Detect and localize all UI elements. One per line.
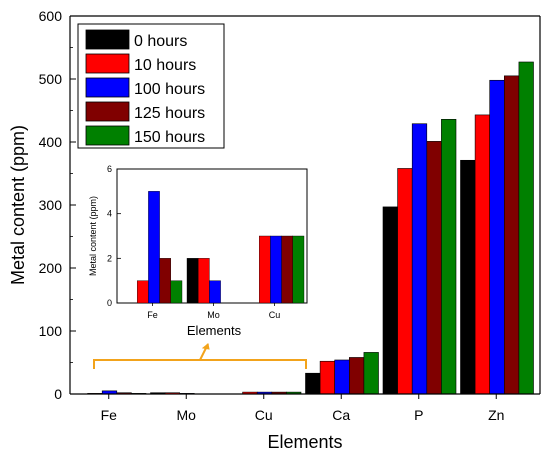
bar-main-p-series-3 <box>426 141 442 395</box>
bar-inset-cu-series-4 <box>292 235 305 304</box>
bar-main-zn-series-3 <box>503 75 520 395</box>
bar-main-ca-series-4 <box>363 352 379 395</box>
bar-inset-mo-series-0 <box>186 258 199 304</box>
bar-main-p-series-2 <box>411 123 428 395</box>
bar-main-ca-series-3 <box>348 357 365 395</box>
bar-main-ca-series-1 <box>319 360 336 395</box>
bar-inset-fe-series-4 <box>170 280 183 304</box>
x-tick-label-mo: Mo <box>177 407 197 423</box>
bar-main-zn-series-0 <box>460 159 476 395</box>
bar-main-ca-series-2 <box>334 359 350 395</box>
x-axis-title: Elements <box>267 432 342 452</box>
legend-label-4: 150 hours <box>134 129 205 146</box>
legend-label-0: 0 hours <box>134 33 187 50</box>
x-tick-label-fe: Fe <box>101 407 118 423</box>
inset-x-tick-label-mo: Mo <box>207 310 220 320</box>
bar-main-zn-series-1 <box>474 114 491 395</box>
inset-x-axis-title: Elements <box>187 323 242 338</box>
y-tick-label-300: 300 <box>39 197 63 213</box>
bar-main-p-series-1 <box>397 168 413 395</box>
legend-label-3: 125 hours <box>134 105 205 122</box>
inset-x-tick-label-cu: Cu <box>269 310 281 320</box>
inset-y-tick-label-0: 0 <box>107 298 112 308</box>
bar-main-p-series-4 <box>441 119 457 395</box>
x-tick-label-cu: Cu <box>255 407 273 423</box>
inset-chart: 0 2 4 6 Fe Mo Cu Elements Metal content (ppm) <box>88 164 308 338</box>
bar-inset-mo-series-1 <box>197 258 210 304</box>
annotation-arrow-head <box>201 343 210 350</box>
bar-main-p-series-0 <box>382 206 398 395</box>
inset-y-tick-label-6: 6 <box>107 164 112 174</box>
bar-inset-cu-series-2 <box>270 235 282 304</box>
legend-swatch-3 <box>85 101 130 122</box>
y-tick-label-500: 500 <box>39 71 63 87</box>
inset-y-tick-label-4: 4 <box>107 209 112 219</box>
legend-label-1: 10 hours <box>134 57 196 74</box>
bar-main-zn-series-2 <box>489 79 505 395</box>
bar-inset-mo-series-2 <box>209 280 221 304</box>
y-tick-label-100: 100 <box>39 323 63 339</box>
bar-inset-cu-series-3 <box>281 235 294 304</box>
highlight-bracket <box>93 359 307 369</box>
x-tick-label-p: P <box>414 407 423 423</box>
bar-main-zn-series-4 <box>518 61 534 395</box>
x-tick-label-ca: Ca <box>332 407 350 423</box>
x-tick-label-zn: Zn <box>488 407 504 423</box>
y-tick-label-600: 600 <box>39 8 63 24</box>
legend-label-2: 100 hours <box>134 81 205 98</box>
bar-inset-fe-series-2 <box>148 191 160 304</box>
y-tick-label-200: 200 <box>39 260 63 276</box>
y-tick-label-400: 400 <box>39 134 63 150</box>
bar-main-ca-series-0 <box>305 372 321 395</box>
bar-inset-cu-series-1 <box>259 235 271 304</box>
y-tick-label-0: 0 <box>54 386 62 402</box>
legend-swatch-1 <box>85 53 130 74</box>
bar-inset-fe-series-1 <box>136 280 149 304</box>
y-axis-title: Metal content (ppm) <box>8 125 28 285</box>
inset-y-tick-label-2: 2 <box>107 253 112 263</box>
inset-x-tick-label-fe: Fe <box>147 310 158 320</box>
inset-y-axis-title: Metal content (ppm) <box>88 196 98 276</box>
annotation-layer <box>93 343 307 369</box>
legend-swatch-4 <box>85 125 130 146</box>
bar-inset-fe-series-3 <box>159 258 172 304</box>
legend-swatch-0 <box>85 29 130 50</box>
main-chart: 0 100 200 300 400 500 600 Fe Mo Cu Ca P Zn Elements Me… <box>8 8 541 452</box>
legend-swatch-2 <box>85 77 130 98</box>
